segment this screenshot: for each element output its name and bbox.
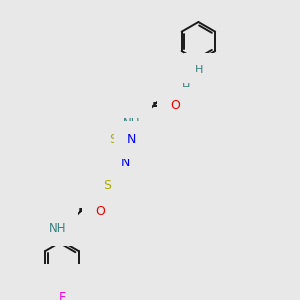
Text: O: O bbox=[95, 205, 105, 218]
Text: O: O bbox=[170, 99, 180, 112]
Text: F: F bbox=[58, 291, 65, 300]
Text: N: N bbox=[121, 156, 130, 169]
Text: N: N bbox=[127, 134, 136, 146]
Text: S: S bbox=[109, 134, 117, 146]
Text: S: S bbox=[103, 179, 111, 192]
Text: H: H bbox=[195, 64, 203, 74]
Text: H: H bbox=[182, 83, 190, 93]
Text: NH: NH bbox=[123, 117, 140, 130]
Text: NH: NH bbox=[49, 222, 66, 235]
